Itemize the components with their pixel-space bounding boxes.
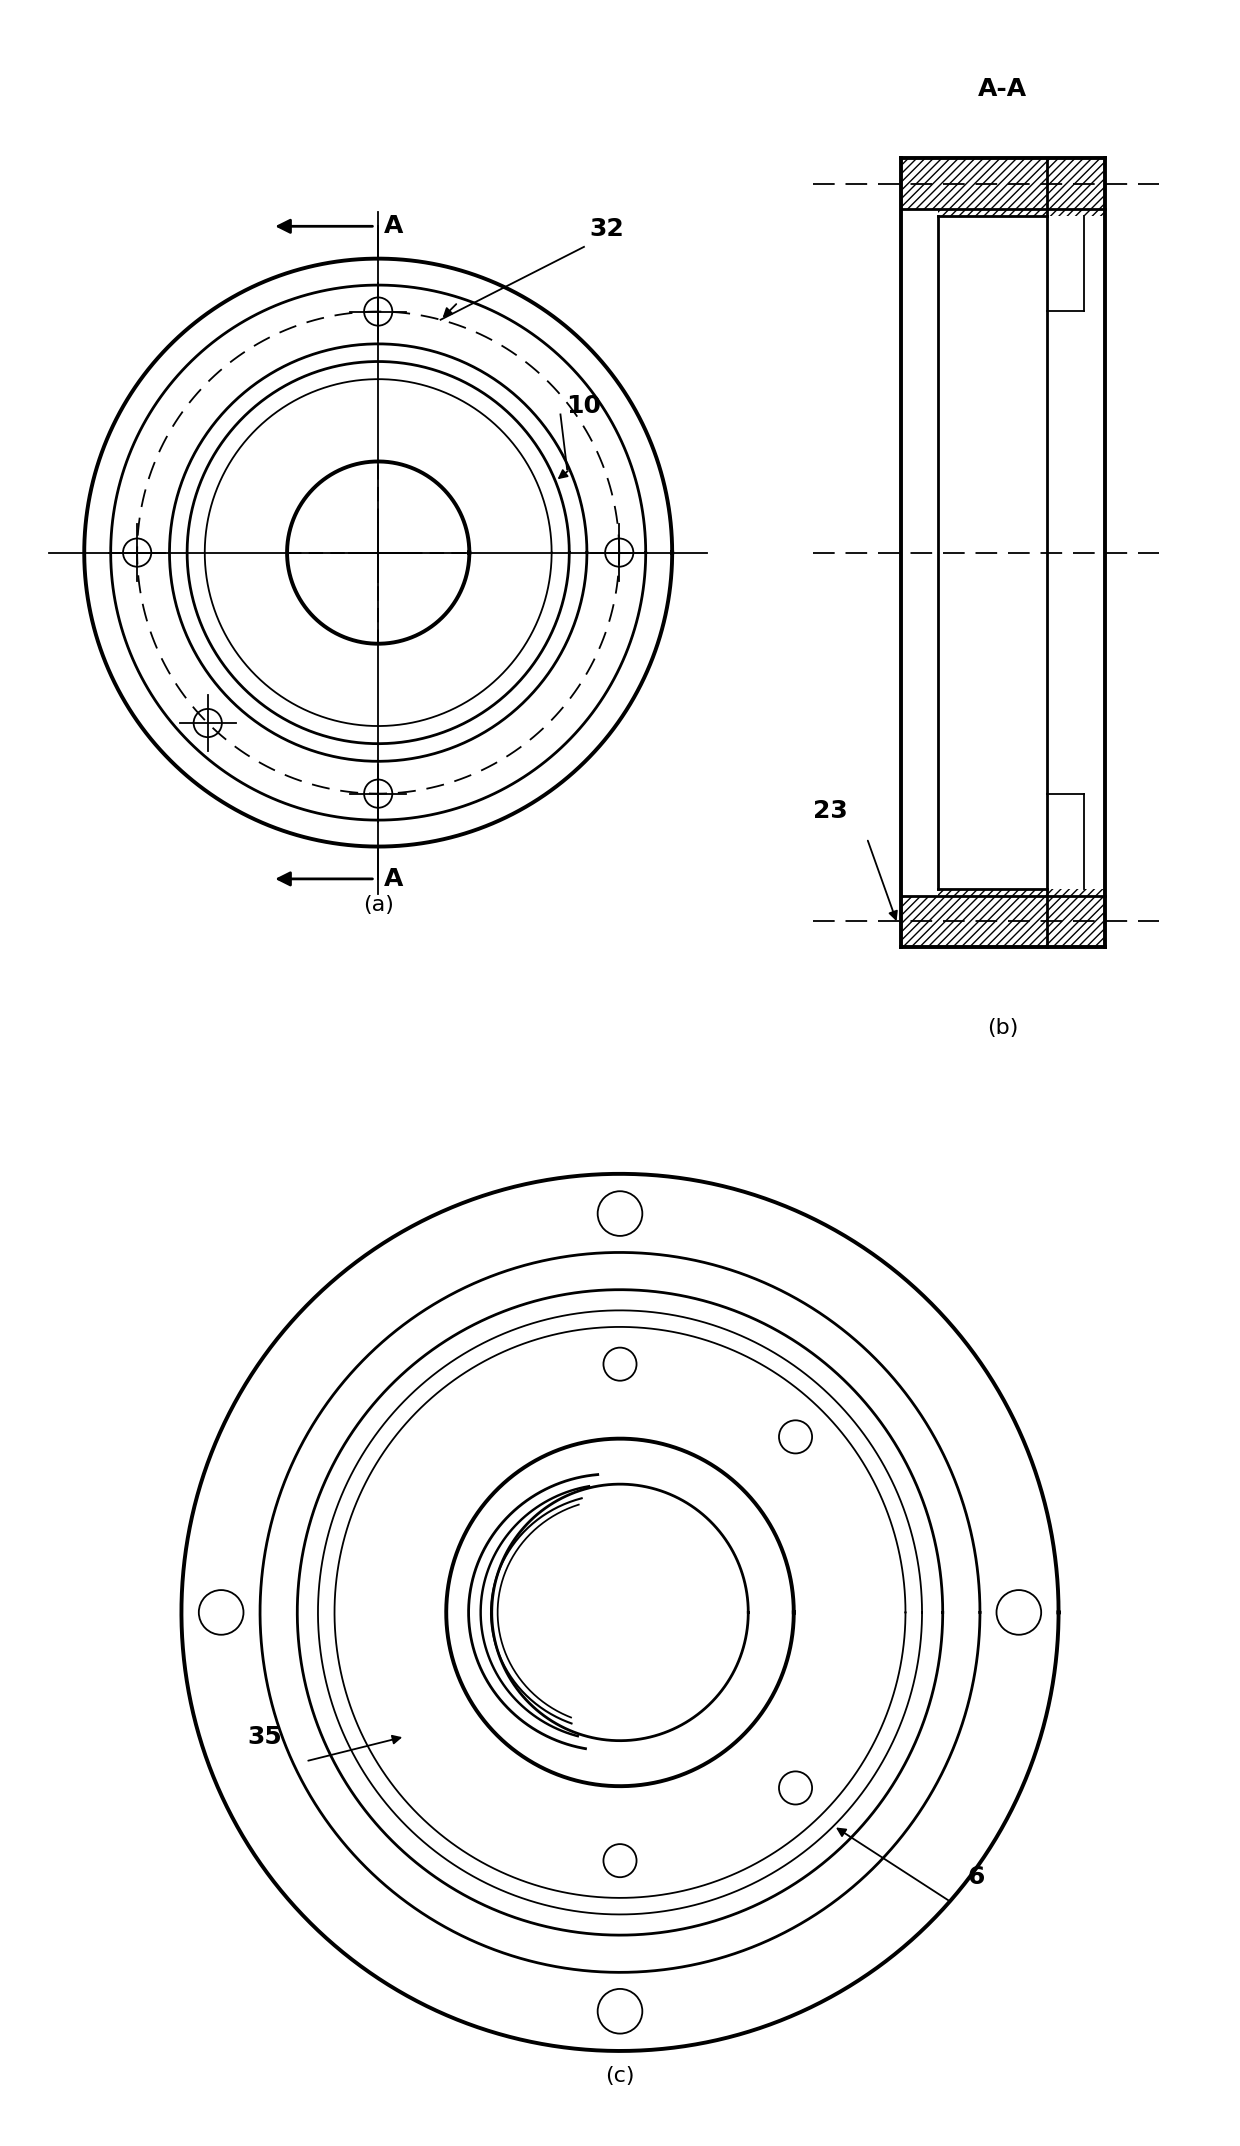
Bar bbox=[900, 159, 1105, 210]
Text: 6: 6 bbox=[967, 1865, 985, 1888]
Bar bbox=[939, 888, 1105, 895]
Text: 23: 23 bbox=[812, 798, 847, 822]
Text: (a): (a) bbox=[363, 895, 393, 916]
Text: 32: 32 bbox=[590, 217, 625, 240]
Bar bbox=[939, 210, 1105, 217]
Text: A: A bbox=[384, 867, 403, 891]
Bar bbox=[900, 895, 1105, 946]
Text: (c): (c) bbox=[605, 2067, 635, 2086]
Text: 35: 35 bbox=[248, 1725, 283, 1749]
Text: 10: 10 bbox=[567, 393, 601, 418]
Text: (b): (b) bbox=[987, 1019, 1018, 1039]
Text: A-A: A-A bbox=[978, 77, 1028, 101]
Text: A: A bbox=[384, 215, 403, 238]
